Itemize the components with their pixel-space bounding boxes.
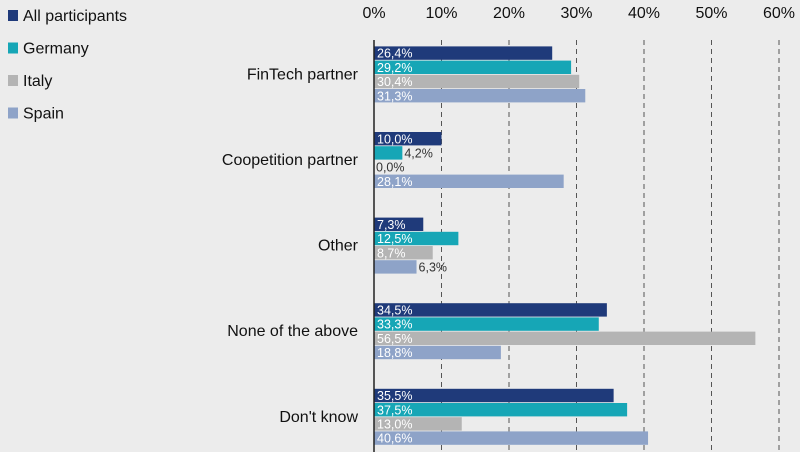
legend: All participants Germany Italy Spain <box>8 8 127 123</box>
data-label: 28,1% <box>377 175 412 189</box>
bar <box>374 417 462 431</box>
bar <box>374 146 403 160</box>
data-label: 35,5% <box>377 389 412 403</box>
x-tick-label: 40% <box>628 5 660 22</box>
data-label: 4,2% <box>404 147 433 161</box>
bar <box>374 132 442 146</box>
x-tick-label: 60% <box>763 5 795 22</box>
x-tick-label: 20% <box>493 5 525 22</box>
bar <box>374 260 417 274</box>
bar <box>374 403 628 417</box>
data-label: 33,3% <box>377 318 412 332</box>
legend-entry: Spain <box>23 106 64 123</box>
bar <box>374 388 614 403</box>
x-tick-label: 10% <box>425 5 457 22</box>
category-label: Other <box>318 238 359 255</box>
bar <box>374 74 580 89</box>
bar <box>374 317 599 331</box>
bars <box>374 46 756 445</box>
data-label: 7,3% <box>377 218 406 232</box>
legend-swatch <box>8 10 18 21</box>
legend-swatch <box>8 42 18 54</box>
data-label: 0,0% <box>376 161 405 175</box>
bar <box>374 231 459 246</box>
data-label: 34,5% <box>377 304 412 318</box>
data-label: 37,5% <box>377 403 412 417</box>
bar <box>374 174 564 188</box>
bar <box>374 431 649 445</box>
bar <box>374 246 433 260</box>
category-label: Coopetition partner <box>222 152 359 169</box>
data-label: 13,0% <box>377 418 412 432</box>
bar <box>374 303 607 317</box>
category-label: Don't know <box>279 409 358 426</box>
bar <box>374 345 501 360</box>
bar <box>374 89 586 103</box>
x-tick-label: 50% <box>695 5 727 22</box>
x-tick-labels: 0% 10% 20% 30% 40% 50% 60% <box>362 5 795 22</box>
data-label: 6,3% <box>419 261 448 275</box>
data-label: 40,6% <box>377 432 412 446</box>
legend-swatch <box>8 107 18 119</box>
data-label: 8,7% <box>377 246 406 260</box>
bar <box>374 60 572 74</box>
data-label: 18,8% <box>377 346 412 360</box>
data-label: 30,4% <box>377 75 412 89</box>
bar <box>374 46 553 60</box>
x-tick-label: 30% <box>560 5 592 22</box>
bar <box>374 331 756 345</box>
bar <box>374 217 424 231</box>
data-label: 12,5% <box>377 232 412 246</box>
x-tick-label: 0% <box>362 5 385 22</box>
legend-entry: Italy <box>23 73 52 90</box>
data-labels: 26,4%29,2%30,4%31,3% 10,0%4,2%0,0%28,1% 7,… <box>376 47 447 446</box>
data-label: 10,0% <box>377 132 412 146</box>
data-label: 26,4% <box>377 47 412 61</box>
category-label: FinTech partner <box>247 66 359 83</box>
data-label: 31,3% <box>377 89 412 103</box>
category-label: None of the above <box>227 323 358 340</box>
gridlines <box>441 40 780 452</box>
data-label: 56,5% <box>377 332 412 346</box>
legend-swatch <box>8 75 18 86</box>
legend-entry: All participants <box>23 8 127 25</box>
data-label: 29,2% <box>377 61 412 75</box>
category-labels: FinTech partner Coopetition partner Other N… <box>222 66 359 425</box>
legend-entry: Germany <box>23 41 89 58</box>
